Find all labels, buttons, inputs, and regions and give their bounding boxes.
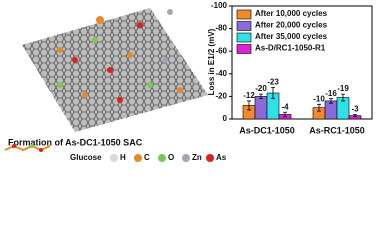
y-tick-label: -20 bbox=[215, 92, 227, 101]
bar bbox=[254, 96, 268, 120]
error-bar bbox=[259, 93, 263, 100]
error-bar bbox=[353, 114, 357, 118]
bar bbox=[324, 100, 338, 120]
legend-swatch bbox=[236, 9, 252, 20]
legend-swatch bbox=[236, 21, 252, 31]
x-tick-label: As-DC1-1050 bbox=[239, 125, 295, 135]
legend-label: After 10,000 cycles bbox=[255, 9, 328, 18]
atom-legend-label: O bbox=[168, 153, 174, 162]
error-bar bbox=[329, 98, 333, 104]
plot-frame bbox=[231, 5, 373, 120]
atom-legend-label: Glucose bbox=[70, 153, 102, 162]
y-tick-label: -100 bbox=[211, 1, 228, 10]
data-label: -20 bbox=[255, 84, 267, 93]
legend: After 10,000 cycles After 20,000 cycles Af… bbox=[236, 9, 328, 54]
legend-swatch bbox=[236, 44, 252, 54]
atom-legend-label: Zn bbox=[192, 153, 202, 162]
data-label: -16 bbox=[325, 89, 337, 98]
illustration: Formation of As-DC1-1050 SAC Glucose H C O Z… bbox=[4, 8, 227, 162]
caption: Formation of As-DC1-1050 SAC bbox=[8, 137, 143, 147]
molecule bbox=[4, 144, 51, 152]
atom-swatch bbox=[110, 154, 118, 162]
atom-swatch bbox=[134, 154, 142, 162]
data-label: -23 bbox=[267, 77, 279, 86]
lattice bbox=[22, 8, 208, 132]
legend-label: As-D/RC1-1050-R1 bbox=[255, 44, 326, 53]
data-label: -4 bbox=[281, 102, 289, 111]
data-label: -10 bbox=[313, 94, 325, 103]
atom-swatch bbox=[158, 154, 166, 162]
y-tick-label: -60 bbox=[215, 46, 227, 55]
chart: Loss in E1/2 (mV) 0 -20 -40 -60 -80 -100 As-DC… bbox=[207, 1, 373, 135]
legend-label: After 35,000 cycles bbox=[255, 32, 328, 41]
error-bar bbox=[341, 93, 345, 102]
y-axis-label: Loss in E1/2 (mV) bbox=[207, 28, 216, 95]
atom-swatch bbox=[182, 154, 190, 162]
y-tick-label: 0 bbox=[223, 114, 228, 123]
figure: Formation of As-DC1-1050 SAC Glucose H C O Z… bbox=[4, 1, 373, 162]
atom-legend-label: As bbox=[216, 153, 227, 162]
atom-legend-label: C bbox=[144, 153, 150, 162]
data-label: -19 bbox=[337, 84, 349, 93]
atom-swatch bbox=[206, 154, 214, 162]
error-bar bbox=[247, 100, 251, 111]
error-bar bbox=[317, 103, 321, 112]
data-label: -3 bbox=[351, 105, 359, 114]
atom-legend: Glucose H C O Zn As bbox=[70, 153, 227, 162]
error-bar bbox=[271, 86, 275, 100]
legend-label: After 20,000 cycles bbox=[255, 21, 328, 30]
error-bar bbox=[283, 111, 287, 118]
legend-swatch bbox=[236, 32, 252, 43]
data-label: -12 bbox=[243, 91, 255, 100]
atoms bbox=[57, 9, 183, 103]
y-tick-label: -40 bbox=[215, 69, 227, 78]
atom-legend-label: H bbox=[120, 153, 126, 162]
x-tick-label: As-RC1-1050 bbox=[309, 125, 365, 135]
y-tick-label: -80 bbox=[215, 24, 227, 33]
